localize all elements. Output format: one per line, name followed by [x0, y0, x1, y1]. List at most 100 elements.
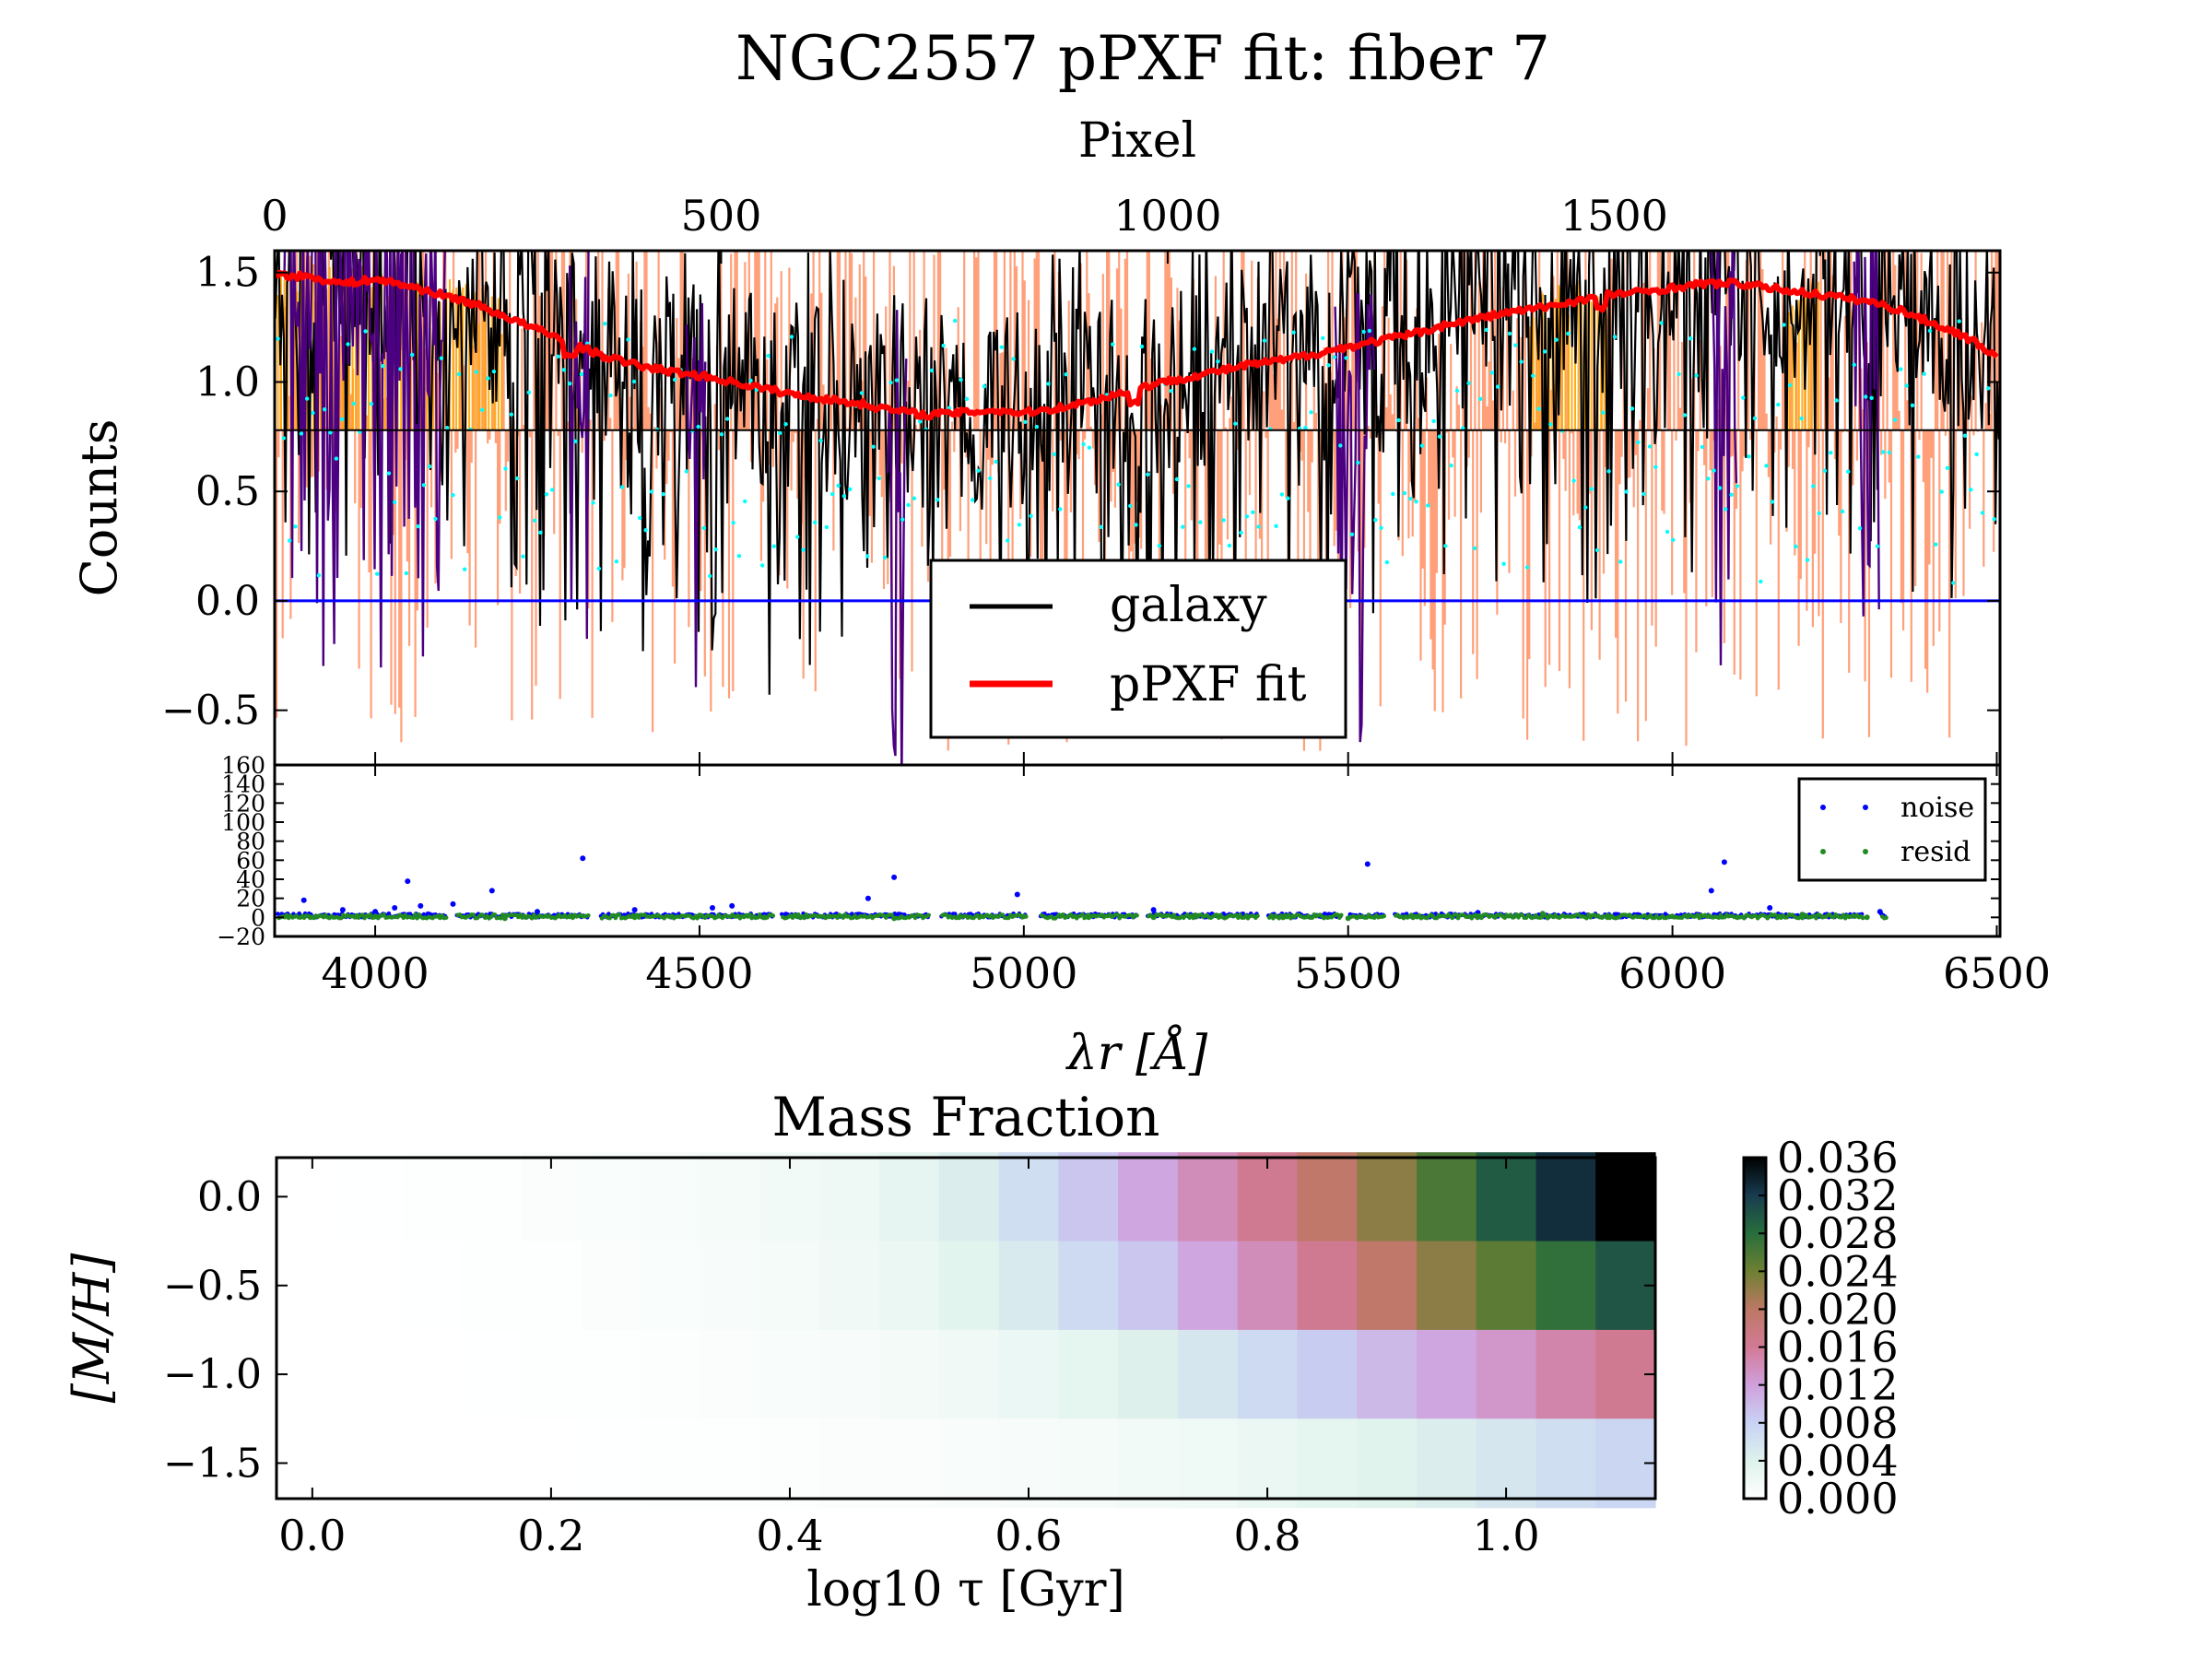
- residual-point: [1659, 321, 1664, 325]
- residual-point: [1945, 465, 1950, 470]
- residual-point: [883, 555, 888, 560]
- noise-spike: [580, 855, 586, 862]
- residual-point: [1869, 395, 1874, 400]
- heatmap-title: Mass Fraction: [771, 1086, 1159, 1148]
- legend-resid-swatch-2: [1863, 849, 1868, 854]
- legend-resid-label: resid: [1900, 836, 1971, 868]
- residual-point: [1927, 328, 1933, 334]
- residual-point: [1431, 418, 1436, 424]
- residual-point: [836, 483, 841, 488]
- residual-point: [1116, 482, 1121, 487]
- heatmap-axes-frame: [275, 1156, 1657, 1500]
- resid-point: [796, 912, 801, 917]
- residual-point: [1326, 363, 1331, 368]
- residual-point: [1454, 388, 1460, 394]
- resid-points: [276, 911, 1888, 922]
- residual-point: [1653, 465, 1658, 469]
- residual-point: [1017, 523, 1022, 527]
- residual-point: [1081, 441, 1086, 447]
- residual-point: [1489, 371, 1495, 375]
- residual-point: [1396, 418, 1401, 423]
- residual-point: [591, 500, 595, 505]
- residual-point: [1776, 402, 1781, 407]
- residual-point: [1251, 510, 1255, 514]
- heatmap-cell: [521, 1329, 582, 1419]
- residual-point: [1338, 443, 1343, 448]
- heatmap-cell: [1417, 1241, 1477, 1331]
- residual-point: [813, 520, 818, 524]
- residual-point: [1571, 478, 1576, 483]
- residual-point: [1274, 524, 1278, 528]
- residual-point: [783, 422, 788, 427]
- residual-point: [340, 417, 345, 422]
- residual-point: [673, 377, 677, 382]
- heatmap-cell: [700, 1152, 761, 1242]
- residual-point: [1636, 440, 1641, 445]
- legend-noise-label: noise: [1900, 792, 1974, 824]
- residual-point: [439, 356, 444, 360]
- heatmap-cell: [402, 1418, 463, 1509]
- residual-point: [1834, 398, 1839, 403]
- resid-point: [1382, 913, 1387, 919]
- residual-point: [1344, 356, 1348, 360]
- resid-point: [1417, 912, 1422, 918]
- colorbar-tick-label: 0.032: [1777, 1171, 1899, 1220]
- residual-point: [1822, 468, 1828, 473]
- resid-sample: [631, 914, 638, 921]
- heatmap-cell: [1297, 1241, 1358, 1331]
- noise-spike: [710, 905, 715, 911]
- resid-point: [1310, 915, 1314, 920]
- heatmap-cell: [1417, 1152, 1477, 1242]
- heatmap-cell: [1118, 1329, 1179, 1419]
- resid-point: [368, 912, 373, 917]
- residual-point: [334, 456, 339, 461]
- legend-fit-label: pPXF fit: [1110, 657, 1307, 712]
- residual-point: [1472, 546, 1477, 550]
- residual-point: [1128, 503, 1133, 509]
- residual-point: [982, 384, 987, 389]
- residual-point: [544, 492, 549, 497]
- residual-point: [491, 369, 497, 374]
- resid-point: [415, 915, 419, 921]
- noise-spike: [339, 907, 346, 913]
- residual-point: [608, 393, 613, 398]
- noise-spike: [1721, 859, 1727, 865]
- resid-point: [1061, 912, 1065, 917]
- resid-sample: [697, 912, 702, 919]
- residual-point: [293, 524, 298, 529]
- colorbar-ticks: 0.0000.0040.0080.0120.0160.0200.0240.028…: [1759, 1133, 1899, 1524]
- residual-point: [561, 368, 567, 372]
- residual-point: [1111, 342, 1115, 347]
- noise-spike: [1364, 861, 1371, 867]
- residual-point: [824, 524, 830, 530]
- wavelength-tick-label: 6500: [1943, 948, 2051, 998]
- noise-y-tick-label: 20: [236, 886, 265, 912]
- residual-point: [1829, 451, 1833, 455]
- resid-point: [1453, 912, 1459, 917]
- legend-galaxy-label: galaxy: [1110, 578, 1267, 633]
- resid-point: [617, 912, 622, 917]
- residual-point: [533, 518, 537, 523]
- noise-legend-box: [1797, 777, 1987, 882]
- residual-point: [1594, 547, 1600, 553]
- residual-point: [620, 485, 625, 489]
- residual-point: [760, 563, 765, 568]
- residual-point: [1542, 349, 1547, 354]
- residual-point: [311, 410, 315, 416]
- residual-point: [1759, 579, 1763, 584]
- noise-spike: [450, 900, 456, 907]
- residual-point: [1782, 323, 1786, 327]
- residual-point: [1157, 544, 1162, 548]
- residual-point: [818, 438, 823, 443]
- residual-point: [1449, 463, 1453, 468]
- noise-axes-frame: [273, 763, 2002, 938]
- residual-point: [865, 554, 870, 559]
- resid-point: [1080, 912, 1085, 917]
- resid-point: [338, 915, 344, 921]
- heatmap-cell: [1118, 1152, 1179, 1242]
- residual-point: [1367, 328, 1372, 334]
- residual-point: [859, 391, 865, 395]
- residual-point: [771, 544, 777, 548]
- residual-point: [614, 559, 619, 564]
- heatmap-cell: [879, 1152, 940, 1242]
